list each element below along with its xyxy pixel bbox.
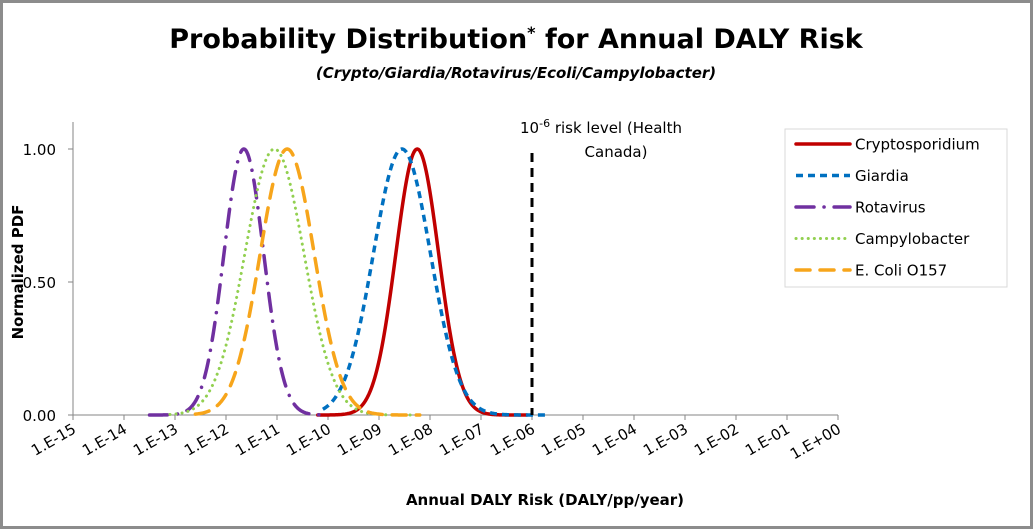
y-tick-label: 0.00 [23, 407, 56, 425]
x-tick-label: 1.E-08 [385, 420, 436, 460]
legend-item-rotavirus: Rotavirus [794, 199, 926, 217]
x-tick-label: 1.E-11 [232, 420, 283, 460]
series-group [147, 147, 549, 417]
x-tick-label: 1.E-10 [283, 420, 334, 460]
y-tick-label: 1.00 [23, 141, 56, 159]
x-tick-label: 1.E-02 [691, 420, 742, 460]
legend-item-giardia: Giardia [796, 167, 909, 185]
x-ticks: 1.E-15 1.E-14 1.E-13 1.E-12 1.E-11 1.E-10 1.E-… [28, 415, 844, 463]
legend-item-cryptosporidium: Cryptosporidium [794, 136, 980, 154]
series-cryptosporidium-line [316, 147, 529, 417]
x-tick-label: 1.E-12 [181, 420, 232, 460]
annotation-rest: risk level (Health [550, 119, 682, 137]
chart-title: Probability Distribution* for Annual DAL… [169, 23, 864, 55]
legend-item-e-coli-o157: E. Coli O157 [794, 262, 947, 280]
y-tick-label: 0.50 [23, 274, 56, 292]
annotation-base: 10 [520, 119, 539, 137]
x-tick-label: 1.E-07 [436, 420, 487, 460]
x-tick-label: 1.E-14 [79, 420, 130, 460]
annotation-exponent: -6 [539, 117, 550, 130]
legend-label-e-coli-o157: E. Coli O157 [855, 262, 947, 280]
chart-subtitle: (Crypto/Giardia/Rotavirus/Ecoli/Campylob… [316, 64, 716, 82]
x-tick-label: 1.E+00 [787, 420, 844, 463]
x-axis-label: Annual DALY Risk (DALY/pp/year) [406, 491, 684, 509]
legend-label-campylobacter: Campylobacter [855, 230, 970, 248]
x-tick-label: 1.E-03 [640, 420, 691, 460]
legend-box [784, 128, 1008, 288]
chart-title-main: Probability Distribution [169, 24, 527, 55]
legend-label-rotavirus: Rotavirus [855, 199, 926, 217]
x-tick-label: 1.E-01 [742, 420, 793, 460]
series-rotavirus-line [147, 147, 330, 417]
x-tick-label: 1.E-13 [130, 420, 181, 460]
y-axis-label: Normalized PDF [9, 205, 27, 340]
series-e-coli-o157-line [193, 147, 422, 417]
chart-title-suffix: for Annual DALY Risk [536, 24, 864, 55]
legend: Cryptosporidium Giardia Rotavirus Campyloba… [784, 128, 1008, 288]
y-ticks: 0.00 0.50 1.00 [23, 141, 73, 425]
x-tick-label: 1.E-04 [589, 420, 640, 460]
legend-label-giardia: Giardia [855, 167, 909, 185]
risk-level-annotation-line1: 10-6 risk level (Health [520, 117, 682, 137]
x-tick-label: 1.E-06 [487, 420, 538, 460]
x-tick-label: 1.E-15 [28, 420, 79, 460]
legend-item-campylobacter: Campylobacter [794, 230, 970, 248]
chart-title-superscript: * [527, 23, 536, 42]
risk-level-annotation-line2: Canada) [585, 143, 648, 161]
x-tick-label: 1.E-09 [334, 420, 385, 460]
legend-label-cryptosporidium: Cryptosporidium [855, 136, 980, 154]
series-giardia-line [322, 147, 549, 417]
x-tick-label: 1.E-05 [538, 420, 589, 460]
